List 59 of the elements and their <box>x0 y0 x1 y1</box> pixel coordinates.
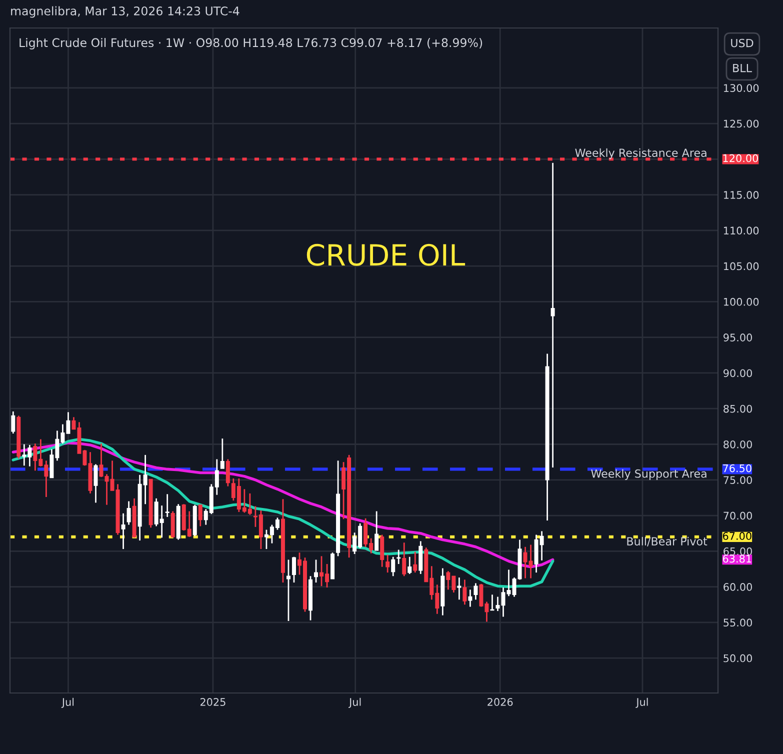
y-tick-label: 130.00 <box>724 84 759 92</box>
candlestick <box>474 582 478 600</box>
candlestick <box>413 551 418 574</box>
y-tick-label: 80.00 <box>724 440 752 448</box>
line-series <box>12 438 554 588</box>
text: 76.50 <box>723 464 752 472</box>
text: BLL <box>733 64 752 72</box>
text: 67.00 <box>722 532 752 540</box>
x-tick-label: 2026 <box>488 698 513 706</box>
ref-line-label: Weekly Resistance Area <box>575 148 706 160</box>
candlestick <box>550 162 555 468</box>
candlestick <box>226 458 230 487</box>
candlestick <box>386 554 390 574</box>
y-tick-label: 110.00 <box>724 226 759 235</box>
ref-line-label: Bull/Bear Pivot <box>627 536 708 546</box>
candlestick <box>292 556 296 584</box>
annotation: CRUDE OIL <box>306 244 466 266</box>
y-tick-label: 125.00 <box>724 120 759 128</box>
y-tick-label: 105.00 <box>724 262 759 270</box>
candlestick <box>402 542 406 577</box>
y-tick-label: 115.00 <box>724 191 759 199</box>
y-tick-label: 70.00 <box>724 512 752 520</box>
candlestick <box>286 559 290 622</box>
y-tick-label: 100.00 <box>724 298 759 306</box>
text: Light Crude Oil Futures · 1W · O98.00 H119.48 L76.73 C99.07 +8.17 (+8.99%) <box>20 38 482 50</box>
candlestick <box>220 438 224 470</box>
candlestick <box>170 510 175 538</box>
candlestick <box>11 410 16 434</box>
x-tick-label: Jul <box>636 698 648 708</box>
candlestick <box>396 549 401 565</box>
y-tick-label: 85.00 <box>724 404 752 413</box>
candlestick <box>408 556 412 575</box>
text: 120.00 <box>723 154 758 162</box>
y-tick-label: 95.00 <box>724 334 752 342</box>
y-tick-label: 90.00 <box>724 369 752 378</box>
candlestick <box>198 504 202 527</box>
x-tick-label: 2025 <box>200 698 226 706</box>
chart-subtitle: magnelibra, Mar 13, 2026 14:23 UTC-4 <box>11 6 240 18</box>
candlestick <box>94 464 98 504</box>
candlestick <box>121 512 126 550</box>
candlestick <box>380 534 384 568</box>
y-tick-label: 60.00 <box>724 583 752 591</box>
candlestick <box>457 576 462 600</box>
y-tick-label: 55.00 <box>724 618 752 627</box>
candlestick <box>468 588 472 608</box>
y-tick-label: 75.00 <box>724 476 752 484</box>
y-tick-label: 50.00 <box>724 654 752 662</box>
x-tick-label: Jul <box>348 698 361 708</box>
y-tick-label: 65.00 <box>724 547 752 556</box>
candlestick <box>462 578 467 606</box>
text: USD <box>731 38 754 48</box>
candlestick <box>126 500 131 526</box>
candlestick <box>165 493 170 518</box>
ref-line-label: Weekly Support Area <box>591 469 706 480</box>
candlestick <box>391 556 396 577</box>
candlestick <box>314 559 318 584</box>
x-tick-label: Jul <box>61 698 74 708</box>
candlestick <box>374 510 379 552</box>
text: 63.81 <box>722 554 752 563</box>
